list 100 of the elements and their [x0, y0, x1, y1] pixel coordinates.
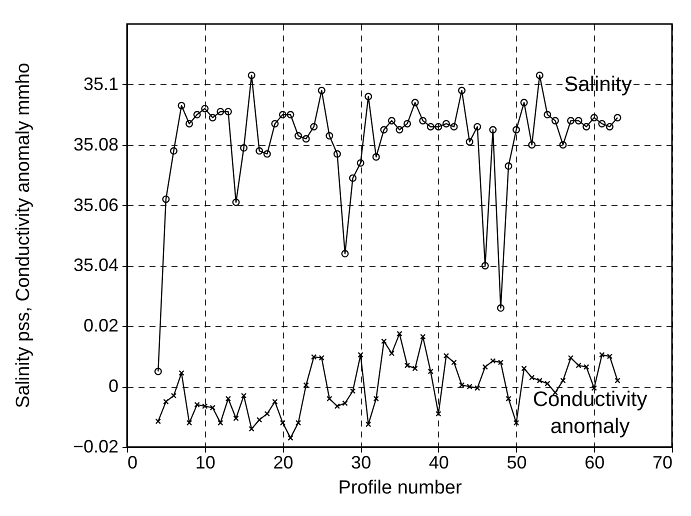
- point: [248, 72, 256, 80]
- x-tick-label: 10: [195, 452, 216, 472]
- point: [466, 138, 474, 146]
- point: [311, 354, 317, 360]
- point: [356, 159, 364, 167]
- point: [521, 366, 527, 372]
- y2-tick-label: 35.06: [73, 194, 118, 215]
- point: [170, 147, 178, 155]
- point: [381, 338, 387, 344]
- point: [162, 195, 170, 203]
- point: [358, 352, 364, 358]
- point: [334, 403, 340, 410]
- point: [504, 162, 512, 170]
- point: [225, 396, 232, 402]
- point: [559, 141, 567, 149]
- point: [419, 116, 427, 124]
- point: [302, 135, 310, 143]
- x-tick-label: 30: [351, 452, 372, 472]
- point: [443, 352, 450, 359]
- point: [536, 378, 542, 384]
- point: [350, 388, 356, 394]
- point: [606, 122, 614, 130]
- point: [489, 126, 497, 134]
- point: [520, 98, 528, 106]
- x-tick-label: 20: [273, 452, 294, 472]
- x-tick-label: 60: [584, 452, 605, 472]
- point: [598, 120, 606, 128]
- point: [404, 120, 412, 128]
- point: [202, 403, 208, 410]
- point: [233, 415, 239, 422]
- point: [326, 396, 332, 402]
- point: [528, 141, 536, 149]
- point: [591, 385, 597, 391]
- point: [481, 262, 489, 270]
- point: [349, 174, 357, 182]
- point: [442, 120, 450, 128]
- point: [420, 334, 426, 340]
- point: [412, 366, 418, 372]
- point: [388, 116, 396, 124]
- point: [458, 382, 465, 388]
- point: [163, 398, 169, 405]
- point: [599, 352, 605, 358]
- point: [490, 358, 496, 364]
- y2-tick-label: 35.04: [73, 255, 118, 276]
- point: [326, 132, 334, 140]
- point: [372, 153, 380, 161]
- point: [178, 102, 186, 110]
- point: [342, 400, 348, 406]
- x-axis-title: Profile number: [338, 478, 462, 498]
- point: [584, 364, 590, 370]
- y2-tick-label: 35.08: [73, 134, 118, 154]
- point: [366, 422, 372, 428]
- y-tick-label: 0.02: [83, 316, 118, 336]
- x-tick-label: 40: [428, 452, 449, 472]
- point: [498, 360, 504, 366]
- point: [458, 86, 466, 94]
- point: [263, 150, 271, 158]
- point: [210, 404, 216, 411]
- point: [574, 116, 582, 124]
- point: [216, 108, 224, 116]
- point: [606, 354, 613, 360]
- point: [436, 410, 442, 417]
- point: [318, 86, 326, 94]
- point: [341, 250, 349, 258]
- point: [364, 92, 372, 100]
- point: [186, 420, 192, 426]
- point: [333, 150, 341, 158]
- point: [582, 122, 590, 130]
- point: [396, 330, 402, 337]
- point: [404, 362, 410, 368]
- y-tick-label: 0: [108, 376, 118, 396]
- point: [224, 108, 232, 116]
- series-label: Salinity: [564, 73, 632, 96]
- point: [208, 114, 216, 122]
- point: [466, 384, 472, 390]
- point: [295, 420, 302, 426]
- point: [428, 368, 434, 374]
- point: [482, 364, 488, 370]
- x-tick-label: 70: [652, 452, 672, 472]
- point: [271, 120, 279, 128]
- point: [218, 420, 224, 426]
- point: [576, 362, 582, 368]
- point: [288, 435, 294, 441]
- point: [286, 110, 294, 118]
- point: [434, 122, 442, 130]
- point: [450, 122, 458, 130]
- point: [178, 370, 184, 376]
- point: [474, 122, 482, 130]
- x-tick-label: 50: [506, 452, 527, 472]
- point: [278, 110, 286, 118]
- point: [240, 144, 248, 152]
- point: [536, 72, 544, 80]
- point: [256, 147, 264, 155]
- point: [451, 360, 457, 366]
- y-axis-title: Salinity pss, Conductivity anomaly mmho: [13, 62, 34, 408]
- point: [240, 392, 247, 398]
- point: [294, 132, 302, 140]
- point: [396, 126, 404, 134]
- point: [194, 402, 200, 408]
- point: [280, 420, 286, 426]
